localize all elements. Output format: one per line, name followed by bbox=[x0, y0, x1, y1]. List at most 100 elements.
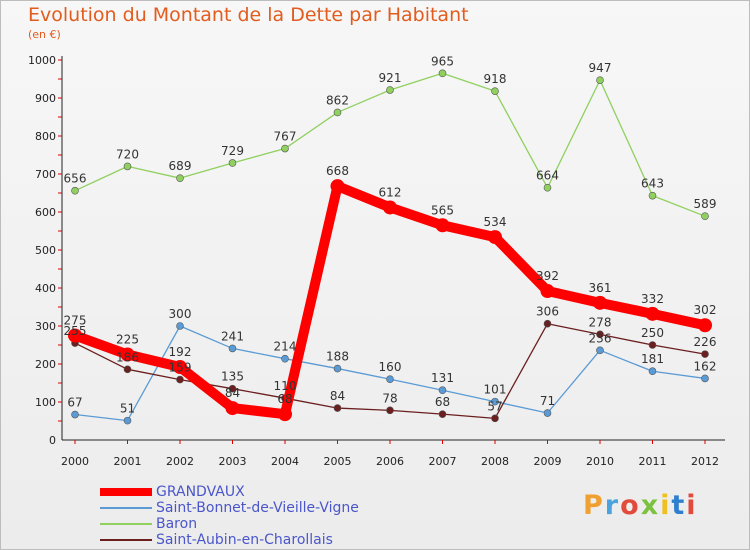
data-label: 68 bbox=[435, 395, 450, 409]
data-point bbox=[333, 364, 342, 373]
data-label: 131 bbox=[431, 371, 454, 385]
logo-letter: i bbox=[660, 490, 672, 521]
data-label: 668 bbox=[326, 164, 349, 178]
data-point bbox=[596, 76, 604, 84]
data-label: 720 bbox=[116, 147, 139, 161]
legend-label: Baron bbox=[156, 516, 198, 532]
y-tick-label: 800 bbox=[35, 130, 56, 143]
x-tick-label: 2003 bbox=[219, 455, 247, 468]
data-point bbox=[438, 69, 447, 78]
data-point bbox=[698, 318, 712, 333]
data-point bbox=[596, 346, 604, 355]
data-point bbox=[123, 162, 132, 171]
data-point bbox=[543, 319, 552, 328]
data-point bbox=[435, 218, 450, 233]
legend-swatch bbox=[100, 488, 152, 496]
data-label: 84 bbox=[330, 389, 345, 403]
x-tick-label: 2008 bbox=[481, 455, 509, 468]
data-point bbox=[228, 384, 237, 393]
logo-letter: o bbox=[620, 490, 641, 521]
data-label: 68 bbox=[277, 392, 292, 406]
data-label: 186 bbox=[116, 350, 139, 364]
data-label: 57 bbox=[487, 399, 502, 413]
legend-label: Saint-Aubin-en-Charollais bbox=[156, 532, 333, 548]
data-label: 664 bbox=[536, 169, 559, 183]
data-point bbox=[491, 414, 499, 423]
legend-item-grandvaux: GRANDVAUX bbox=[100, 484, 245, 500]
data-label: 51 bbox=[120, 402, 135, 416]
x-tick-label: 2000 bbox=[61, 455, 89, 468]
data-point bbox=[648, 367, 657, 376]
x-tick-label: 2002 bbox=[166, 455, 194, 468]
data-label: 255 bbox=[64, 324, 87, 338]
data-label: 306 bbox=[536, 305, 559, 319]
data-label: 612 bbox=[379, 185, 402, 199]
x-tick-label: 2007 bbox=[429, 455, 457, 468]
data-label: 135 bbox=[221, 370, 244, 384]
data-point bbox=[225, 401, 240, 416]
logo-letter: r bbox=[604, 490, 621, 521]
x-tick-label: 2012 bbox=[691, 455, 719, 468]
data-label: 589 bbox=[694, 197, 717, 211]
x-tick-label: 2005 bbox=[324, 455, 352, 468]
data-label: 918 bbox=[484, 72, 507, 86]
data-label: 226 bbox=[694, 335, 717, 349]
legend-swatch bbox=[100, 507, 152, 509]
logo-letter: t bbox=[671, 490, 687, 521]
data-point bbox=[176, 375, 184, 384]
y-tick-label: 200 bbox=[35, 358, 56, 371]
data-point bbox=[71, 410, 79, 419]
data-label: 278 bbox=[589, 315, 612, 329]
data-point bbox=[176, 174, 184, 182]
data-label: 275 bbox=[64, 314, 87, 328]
data-point bbox=[123, 416, 132, 425]
data-label: 921 bbox=[379, 71, 402, 85]
y-tick-label: 0 bbox=[49, 434, 56, 447]
data-point bbox=[68, 328, 82, 343]
data-label: 643 bbox=[641, 177, 664, 191]
data-point bbox=[383, 200, 397, 215]
data-point bbox=[491, 397, 499, 406]
legend-swatch bbox=[100, 539, 152, 541]
legend-swatch bbox=[100, 523, 152, 525]
data-point bbox=[281, 144, 289, 153]
y-tick-label: 400 bbox=[35, 282, 56, 295]
data-point bbox=[333, 108, 342, 117]
data-label: 300 bbox=[169, 307, 192, 321]
data-label: 392 bbox=[536, 269, 559, 283]
data-point bbox=[173, 360, 187, 375]
logo-letter: i bbox=[686, 490, 698, 521]
data-label: 250 bbox=[641, 326, 664, 340]
y-tick-label: 700 bbox=[35, 168, 56, 181]
chart-unit-label: (en €) bbox=[28, 28, 61, 41]
data-label: 729 bbox=[221, 144, 244, 158]
data-point bbox=[278, 407, 292, 422]
legend-item-saint-aubin-en-charollais: Saint-Aubin-en-Charollais bbox=[100, 532, 333, 548]
legend-item-saint-bonnet-de-vieille-vigne: Saint-Bonnet-de-Vieille-Vigne bbox=[100, 500, 359, 516]
x-tick-label: 2009 bbox=[534, 455, 562, 468]
x-tick-label: 2004 bbox=[271, 455, 299, 468]
y-tick-label: 1000 bbox=[28, 54, 56, 67]
data-point bbox=[120, 347, 135, 362]
y-tick-label: 900 bbox=[35, 92, 56, 105]
data-point bbox=[228, 159, 237, 167]
data-label: 110 bbox=[274, 379, 297, 393]
data-point bbox=[176, 322, 184, 330]
logo-letter: P bbox=[583, 490, 605, 521]
data-point bbox=[71, 186, 79, 195]
data-label: 78 bbox=[382, 391, 397, 405]
data-point bbox=[701, 350, 709, 358]
data-label: 689 bbox=[169, 159, 192, 173]
data-label: 332 bbox=[641, 292, 664, 306]
data-point bbox=[596, 330, 604, 339]
data-point bbox=[228, 344, 237, 353]
data-label: 84 bbox=[225, 386, 240, 400]
data-label: 965 bbox=[431, 54, 454, 68]
data-label: 192 bbox=[169, 345, 192, 359]
data-label: 162 bbox=[694, 359, 717, 373]
data-point bbox=[281, 354, 289, 363]
data-point bbox=[593, 295, 607, 310]
data-label: 67 bbox=[67, 396, 82, 410]
